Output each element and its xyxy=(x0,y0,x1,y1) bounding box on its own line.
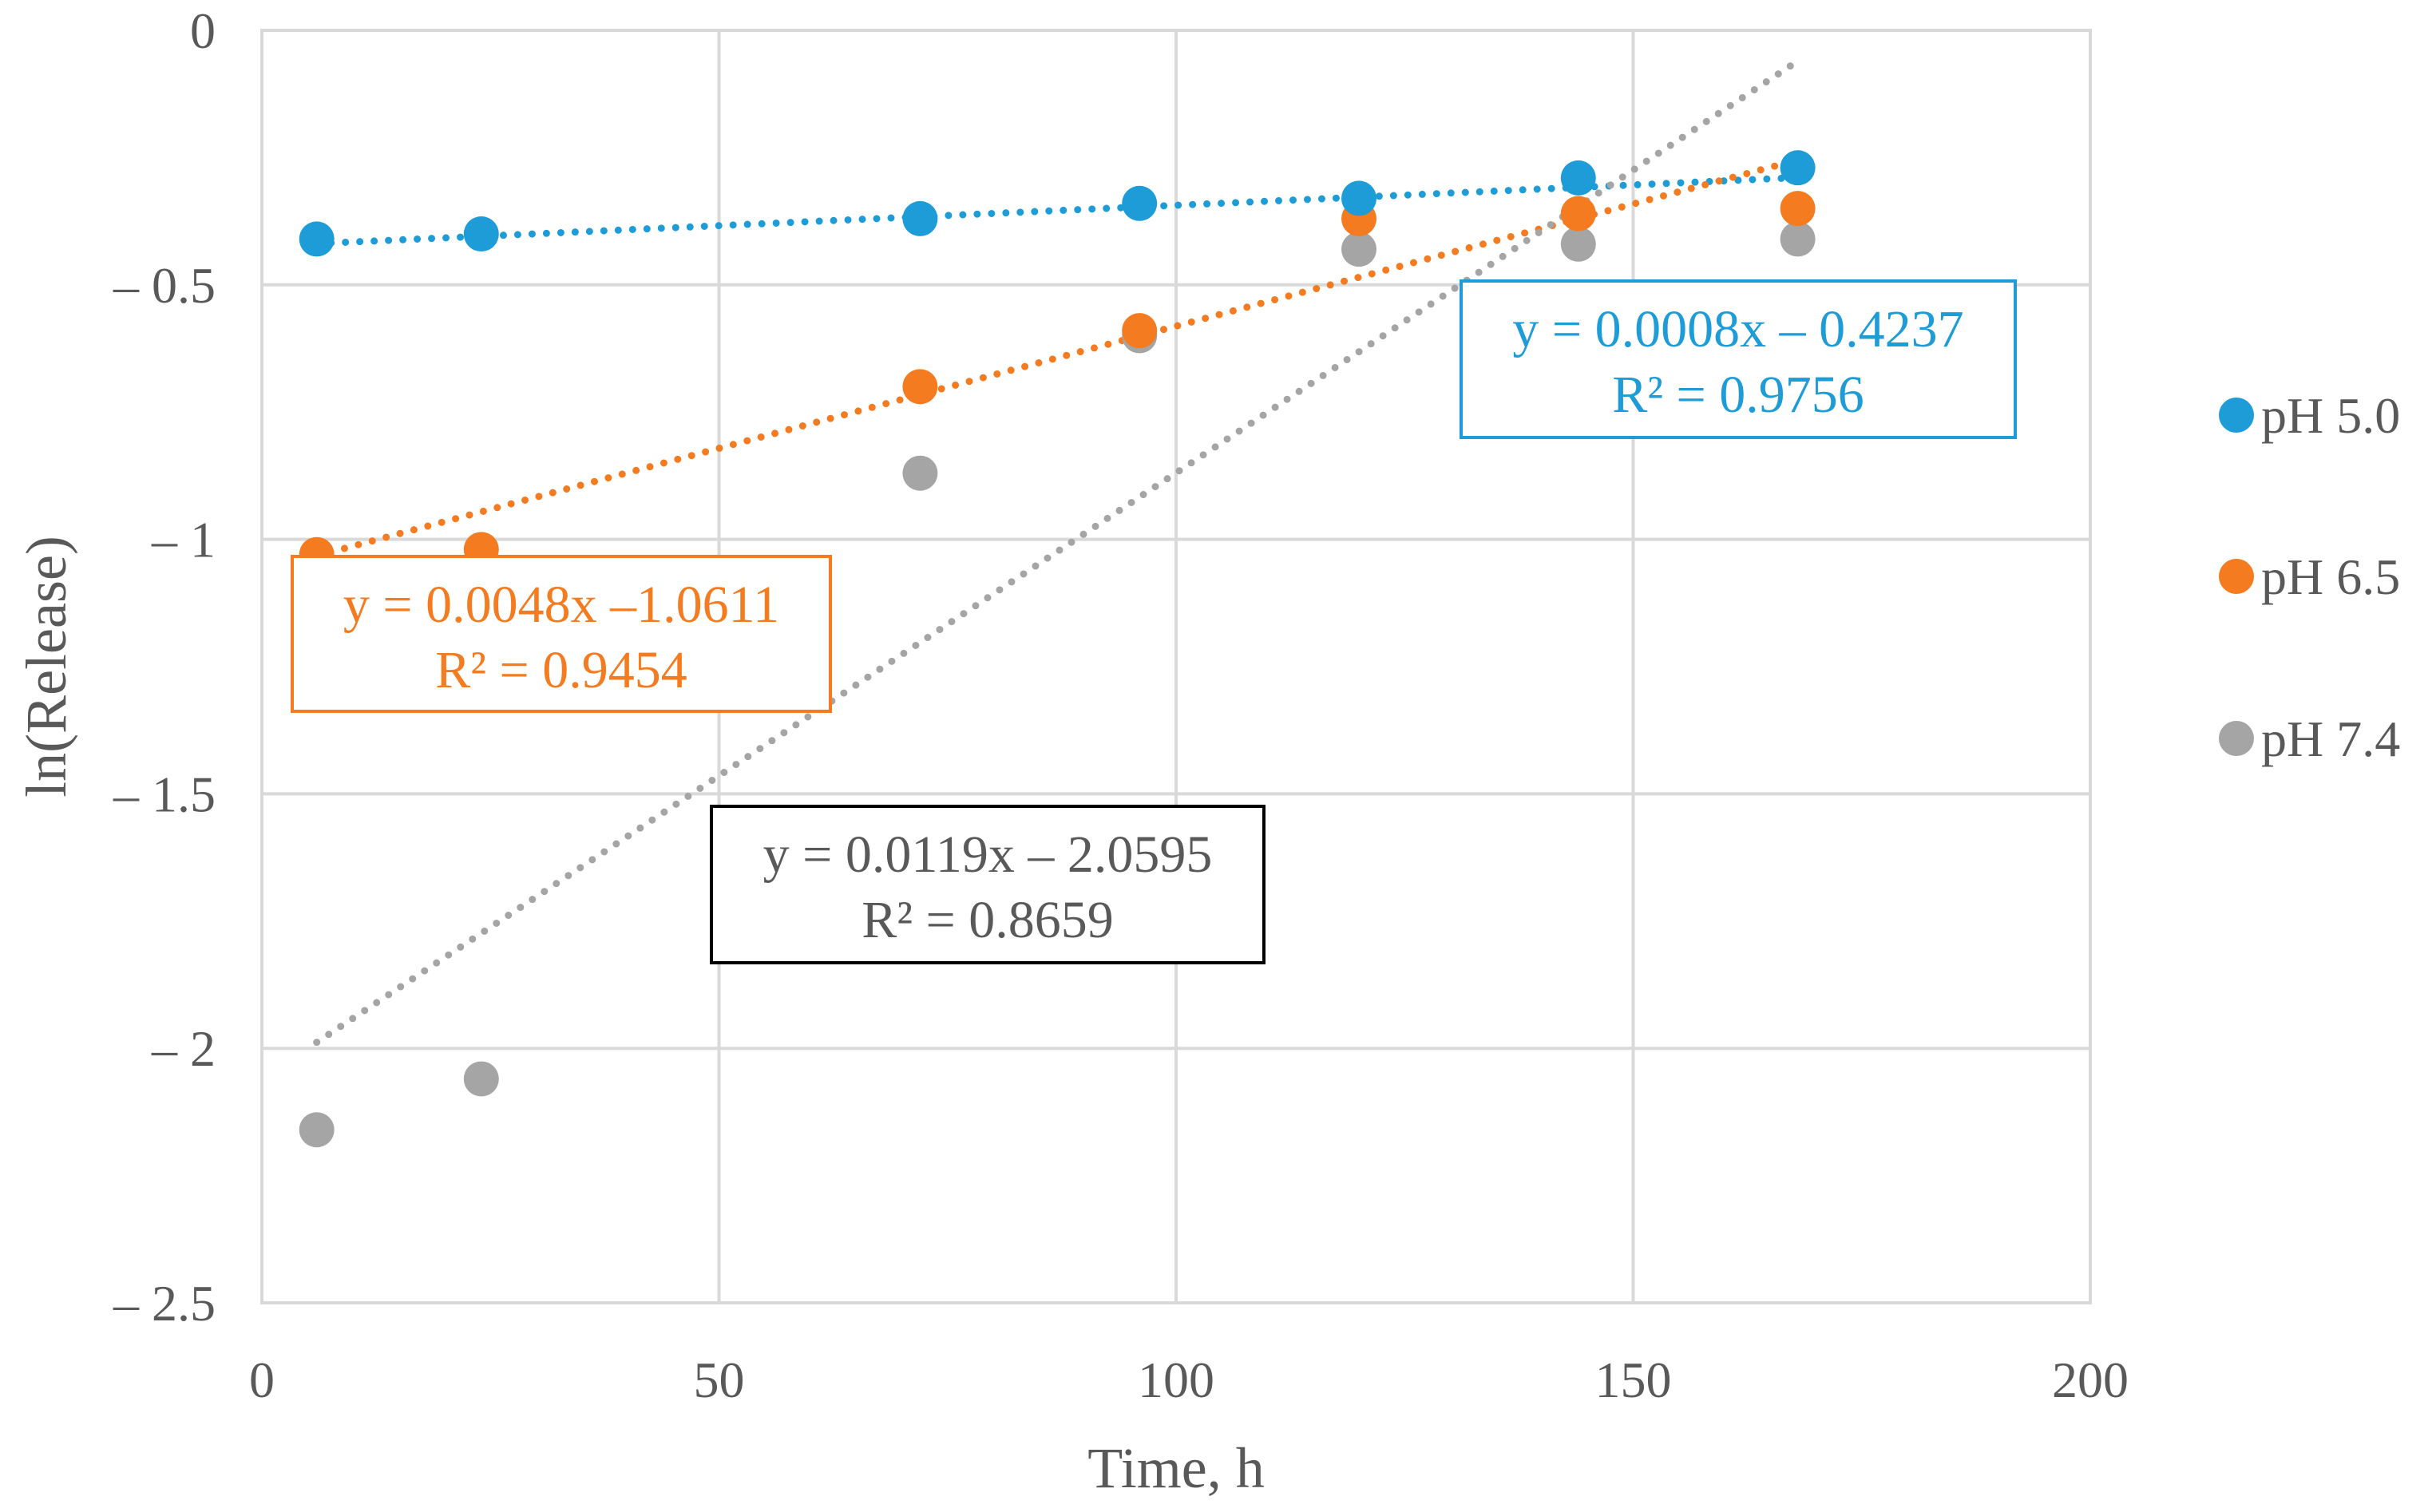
r-squared-value: R² = 0.9756 xyxy=(1612,366,1864,424)
equation-box-ph-7-4: y = 0.0119x – 2.0595 R² = 0.8659 xyxy=(710,805,1266,964)
y-tick-label: – 2.5 xyxy=(113,1275,216,1332)
legend-item-ph-6-5: pH 6.5 xyxy=(2219,548,2400,605)
equation-box-border xyxy=(1460,279,2017,439)
equation-box-border xyxy=(291,555,832,713)
point-ph-7-4 xyxy=(1780,221,1816,257)
point-ph-6-5 xyxy=(1122,313,1158,349)
point-ph-7-4 xyxy=(299,1112,335,1148)
legend-marker xyxy=(2219,559,2254,594)
y-tick-label: – 2 xyxy=(151,1020,216,1077)
legend-item-ph-7-4: pH 7.4 xyxy=(2219,710,2400,767)
x-tick-label: 0 xyxy=(249,1352,275,1408)
point-ph-7-4 xyxy=(1560,226,1596,262)
x-tick-label: 200 xyxy=(2052,1352,2129,1408)
legend-label: pH 6.5 xyxy=(2261,548,2400,605)
legend-marker xyxy=(2219,721,2254,756)
point-ph-6-5 xyxy=(902,369,938,405)
y-axis-ticks: 0 – 0.5 – 1 – 1.5 – 2 – 2.5 xyxy=(113,2,216,1332)
trendline-ph-7-4 xyxy=(313,57,1802,1047)
point-ph-7-4 xyxy=(463,1061,499,1097)
x-tick-label: 50 xyxy=(694,1352,745,1408)
y-tick-label: – 1 xyxy=(151,512,216,568)
y-tick-label: – 0.5 xyxy=(113,257,216,314)
y-tick-label: – 1.5 xyxy=(113,766,216,822)
trendlines xyxy=(313,57,1802,1047)
point-ph-5-0 xyxy=(1341,180,1376,216)
equation-box-ph-6-5: y = 0.0048x –1.0611 R² = 0.9454 xyxy=(291,555,832,713)
gridlines xyxy=(262,30,2090,1303)
x-axis-title: Time, h xyxy=(1087,1436,1264,1500)
trendline-ph-5-0 xyxy=(313,173,1802,247)
legend: pH 5.0 pH 6.5 pH 7.4 xyxy=(2219,387,2400,767)
point-ph-5-0 xyxy=(463,216,499,252)
r-squared-value: R² = 0.8659 xyxy=(862,891,1114,949)
data-points xyxy=(299,150,1816,1148)
trendline-equation: y = 0.0119x – 2.0595 xyxy=(763,825,1213,884)
point-ph-7-4 xyxy=(1341,232,1376,267)
equation-boxes: y = 0.0008x – 0.4237 R² = 0.9756 y = 0.004… xyxy=(291,279,2017,964)
x-tick-label: 150 xyxy=(1595,1352,1672,1408)
x-axis-ticks: 0 50 100 150 200 xyxy=(249,1352,2129,1408)
trendline-equation: y = 0.0048x –1.0611 xyxy=(343,576,779,634)
x-tick-label: 100 xyxy=(1138,1352,1214,1408)
equation-box-border xyxy=(710,805,1266,964)
point-ph-5-0 xyxy=(1780,150,1816,186)
y-tick-label: 0 xyxy=(190,2,216,59)
legend-marker xyxy=(2219,398,2254,433)
point-ph-5-0 xyxy=(902,200,938,236)
y-axis-title: ln(Release) xyxy=(14,536,78,798)
point-ph-5-0 xyxy=(1560,160,1596,196)
point-ph-6-5 xyxy=(1780,191,1816,227)
equation-box-ph-5-0: y = 0.0008x – 0.4237 R² = 0.9756 xyxy=(1460,279,2017,439)
trendline-equation: y = 0.0008x – 0.4237 xyxy=(1512,300,1963,358)
point-ph-7-4 xyxy=(902,455,938,491)
point-ph-5-0 xyxy=(1122,185,1158,221)
legend-label: pH 5.0 xyxy=(2261,387,2400,444)
legend-label: pH 7.4 xyxy=(2261,710,2400,767)
plot-area-border xyxy=(260,29,2092,1304)
r-squared-value: R² = 0.9454 xyxy=(435,641,687,699)
point-ph-6-5 xyxy=(1560,196,1596,232)
point-ph-5-0 xyxy=(299,221,335,257)
legend-item-ph-5-0: pH 5.0 xyxy=(2219,387,2400,444)
